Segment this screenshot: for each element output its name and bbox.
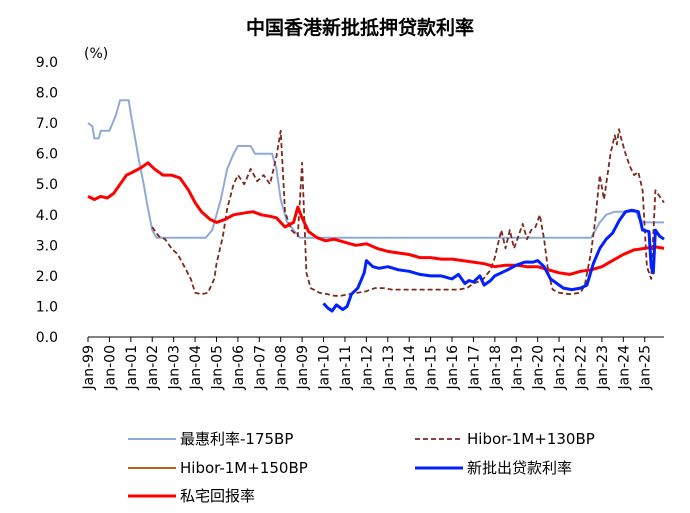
legend-item-prime-rate: 最惠利率-175BP (128, 430, 293, 448)
x-tick-label: Jan-01 (124, 345, 140, 390)
x-tick-label: Jan-15 (424, 345, 440, 390)
x-tick-label: Jan-18 (488, 345, 504, 390)
x-tick-label: Jan-24 (616, 345, 632, 391)
y-axis-unit: (%) (84, 46, 108, 62)
x-tick-label: Jan-23 (595, 345, 611, 390)
x-tick-label: Jan-14 (402, 345, 418, 391)
series-layer (87, 99, 665, 313)
y-tick-label: 7.0 (36, 116, 58, 132)
legend-item-hibor-130: Hibor-1M+130BP (415, 430, 595, 448)
x-tick-label: Jan-19 (509, 345, 525, 390)
x-tick-label: Jan-25 (638, 345, 654, 390)
x-axis-labels: Jan-99 Jan-00 Jan-01 Jan-02 Jan-03 Jan-04 Jan-… (81, 345, 654, 391)
legend: 最惠利率-175BP Hibor-1M+130BP Hibor-1M+150BP… (128, 430, 595, 505)
x-tick-label: Jan-08 (274, 345, 290, 390)
series-hibor-130 (151, 128, 665, 297)
x-axis-ticks (87, 337, 646, 342)
y-tick-label: 4.0 (36, 208, 58, 224)
x-tick-label: Jan-00 (102, 345, 118, 390)
x-tick-label: Jan-02 (145, 345, 161, 390)
series-new-loan-rate (322, 208, 665, 313)
y-tick-label: 0.0 (36, 330, 58, 346)
x-tick-label: Jan-13 (381, 345, 397, 390)
legend-label-new-loan-rate: 新批出贷款利率 (467, 459, 572, 477)
x-tick-label: Jan-22 (573, 345, 589, 390)
x-tick-label: Jan-03 (167, 345, 183, 390)
x-tick-label: Jan-10 (317, 345, 333, 390)
x-tick-label: Jan-17 (466, 345, 482, 390)
plot-area (88, 62, 664, 337)
y-tick-label: 9.0 (36, 55, 58, 71)
y-axis-labels: 0.0 1.0 2.0 3.0 4.0 5.0 6.0 7.0 8.0 9.0 (36, 55, 58, 346)
x-tick-label: Jan-04 (188, 345, 204, 391)
legend-item-hibor-150: Hibor-1M+150BP (128, 459, 308, 477)
legend-item-residential-yield: 私宅回报率 (128, 487, 255, 505)
x-tick-label: Jan-05 (209, 345, 225, 390)
y-tick-label: 3.0 (36, 238, 58, 254)
series-prime-rate (87, 99, 664, 239)
series-residential-yield (87, 161, 665, 276)
chart-title: 中国香港新批抵押贷款利率 (246, 16, 474, 39)
legend-label-residential-yield: 私宅回报率 (180, 487, 255, 505)
x-tick-label: Jan-12 (359, 345, 375, 390)
y-tick-label: 8.0 (36, 86, 58, 102)
legend-label-prime-rate: 最惠利率-175BP (180, 430, 293, 448)
x-tick-label: Jan-09 (295, 345, 311, 390)
legend-label-hibor-150: Hibor-1M+150BP (180, 459, 308, 477)
legend-label-hibor-130: Hibor-1M+130BP (467, 430, 595, 448)
x-tick-label: Jan-20 (531, 345, 547, 390)
x-tick-label: Jan-06 (231, 345, 247, 391)
y-tick-label: 2.0 (36, 269, 58, 285)
legend-item-new-loan-rate: 新批出贷款利率 (415, 459, 572, 477)
x-tick-label: Jan-99 (81, 345, 97, 390)
x-tick-label: Jan-16 (445, 345, 461, 391)
x-tick-label: Jan-07 (252, 345, 268, 390)
y-tick-label: 5.0 (36, 177, 58, 193)
x-tick-label: Jan-11 (338, 345, 354, 390)
x-tick-label: Jan-21 (552, 345, 568, 390)
y-tick-label: 1.0 (36, 299, 58, 315)
y-tick-label: 6.0 (36, 147, 58, 163)
